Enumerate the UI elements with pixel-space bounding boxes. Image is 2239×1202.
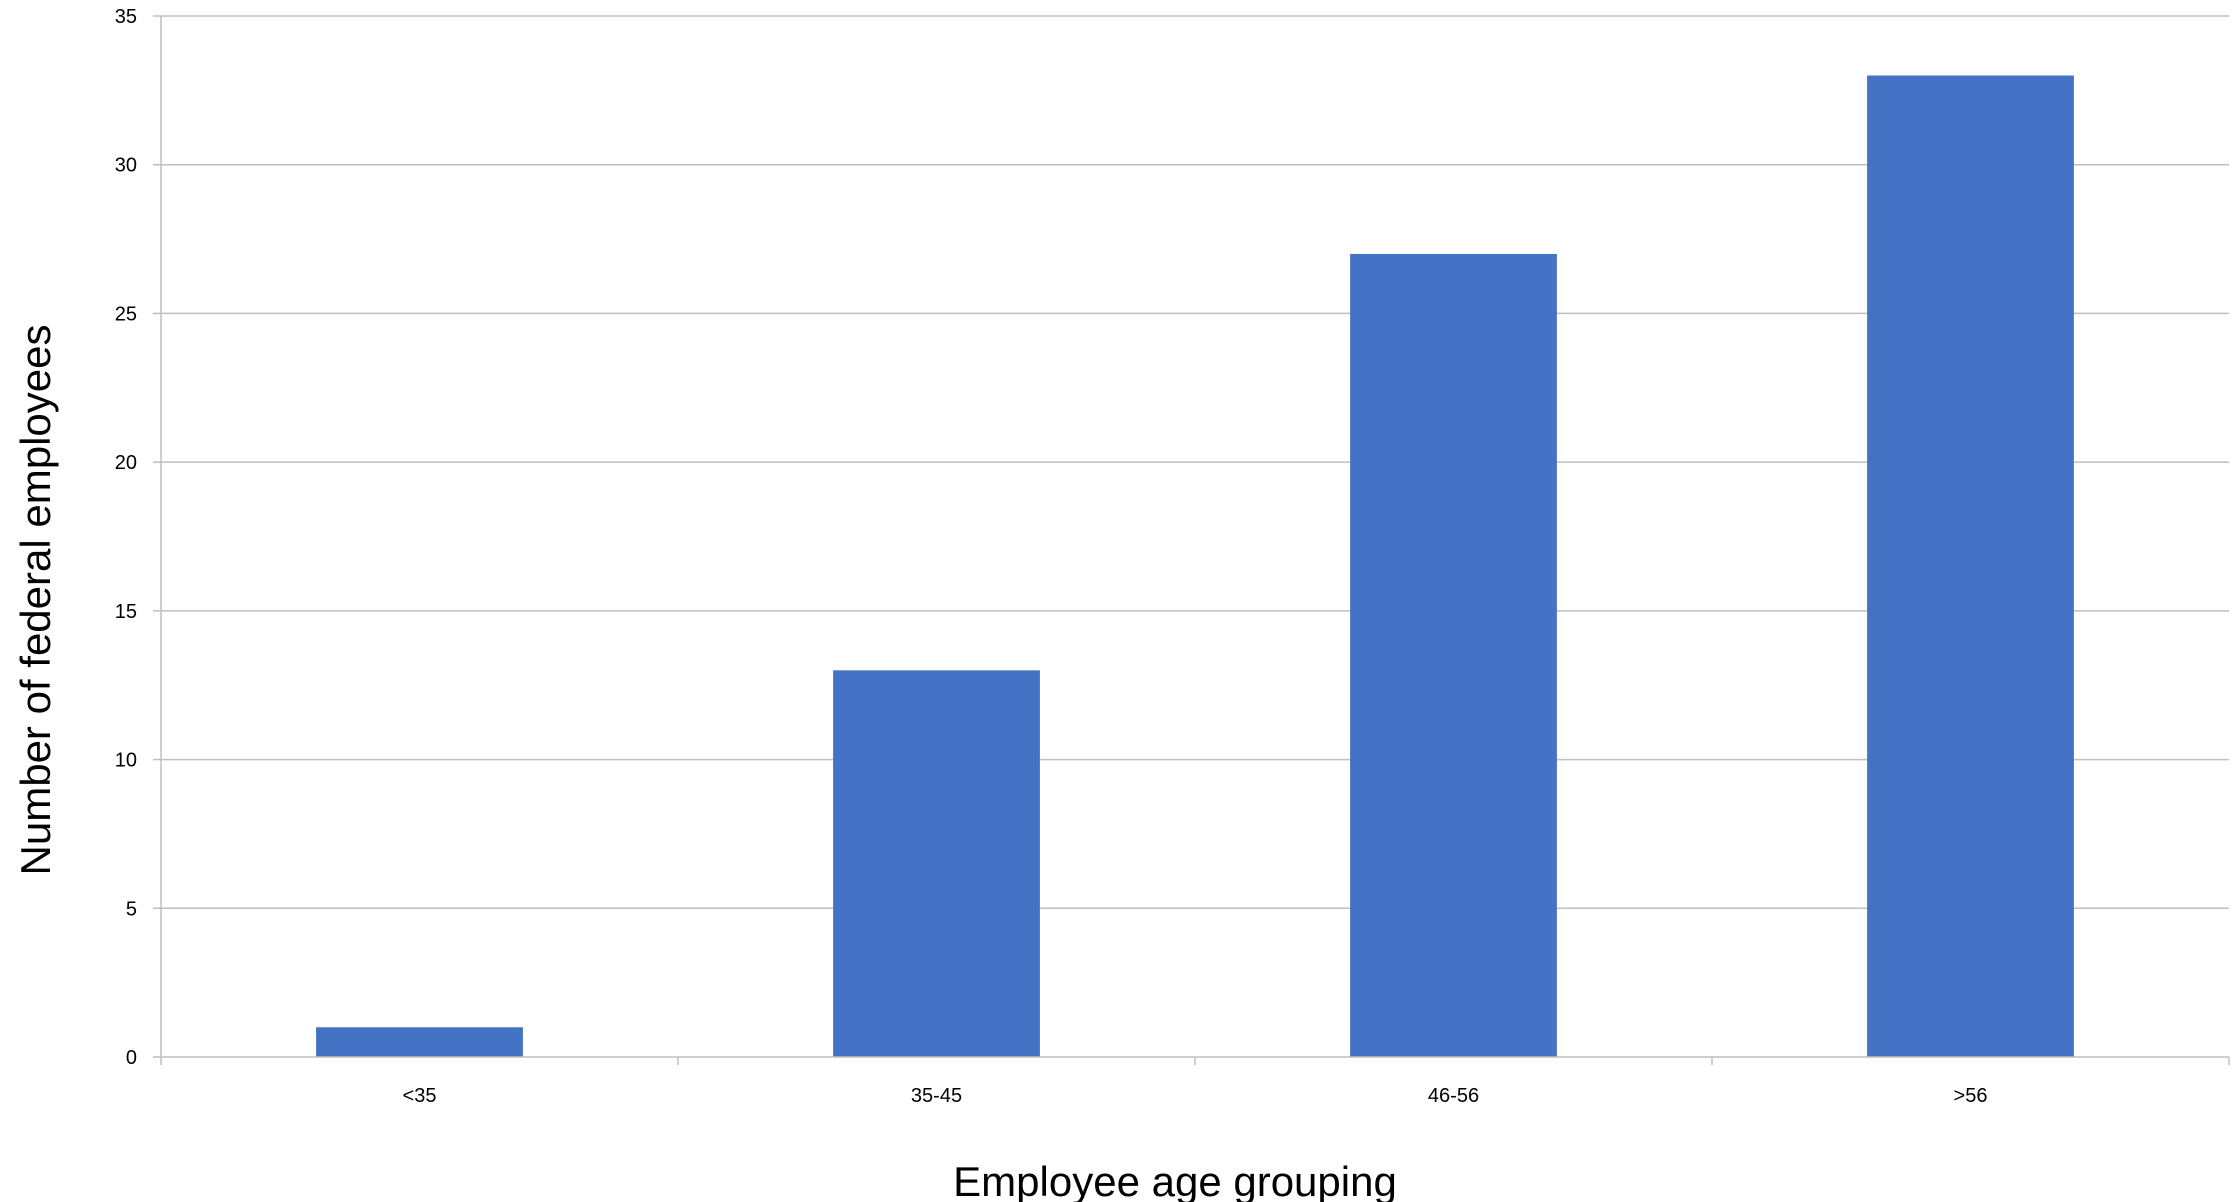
x-tick-label: 35-45 bbox=[911, 1085, 962, 1107]
bar-35-45 bbox=[833, 670, 1040, 1057]
x-tick-label: >56 bbox=[1954, 1085, 1988, 1107]
bar->56 bbox=[1867, 75, 2074, 1057]
y-tick-label: 30 bbox=[115, 155, 137, 177]
x-tick-label: <35 bbox=[403, 1085, 437, 1107]
y-tick-label: 15 bbox=[115, 601, 137, 623]
y-axis-title: Number of federal employees bbox=[12, 325, 59, 876]
axes bbox=[153, 15, 2230, 1065]
x-axis-title: Employee age grouping bbox=[953, 1158, 1397, 1202]
bar-<35 bbox=[316, 1027, 523, 1057]
tick-labels: 0 5 10 15 20 25 30 35 <35 35-45 46-56 >56 bbox=[115, 6, 1988, 1107]
x-tick-label: 46-56 bbox=[1428, 1085, 1479, 1107]
y-tick-label: 35 bbox=[115, 6, 137, 28]
bar-46-56 bbox=[1350, 253, 1557, 1057]
y-tick-label: 20 bbox=[115, 452, 137, 474]
y-tick-label: 25 bbox=[115, 303, 137, 325]
y-tick-label: 10 bbox=[115, 750, 137, 772]
grid-lines bbox=[161, 15, 2229, 910]
bars bbox=[316, 75, 2074, 1057]
y-tick-label: 5 bbox=[126, 898, 137, 920]
y-tick-label: 0 bbox=[126, 1047, 137, 1069]
